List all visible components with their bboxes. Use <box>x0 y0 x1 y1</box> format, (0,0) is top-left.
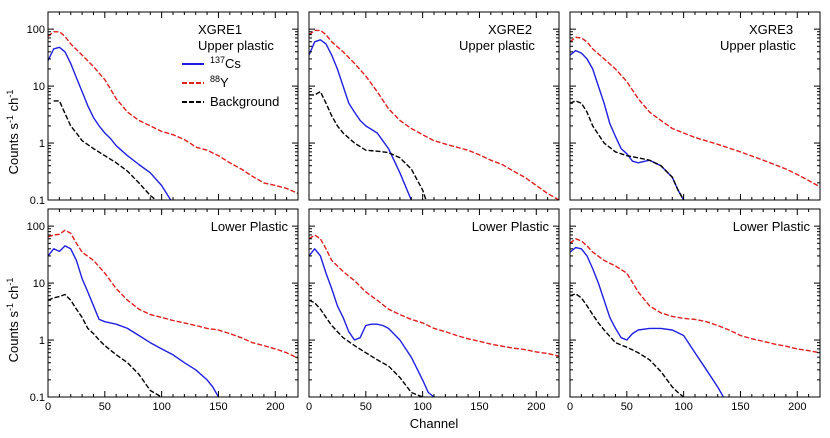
panel-frame <box>308 208 560 398</box>
panel-title: XGRE3 <box>749 22 793 37</box>
y-axis-title-text-2: Counts s <box>6 311 21 363</box>
legend-label: Background <box>210 94 279 109</box>
x-ticks <box>308 12 560 200</box>
y-axis-title-sup1-2: -1 <box>5 303 15 311</box>
x-ticks <box>47 209 299 397</box>
series-group <box>309 29 559 200</box>
legend-item-background: Background <box>182 94 279 109</box>
x-tick-label: 50 <box>99 401 111 413</box>
series-line-cs137 <box>48 245 220 397</box>
y-axis-title-sup2-2: -1 <box>5 278 15 286</box>
panel-title: Lower Plastic <box>211 219 289 234</box>
chart-panel-4: 100 10 1 0.10 50 100 150 200 Lower Plastic <box>27 208 299 413</box>
y-tick-label: 0.1 <box>30 195 45 207</box>
panel-subtitle: Upper plastic <box>459 38 535 53</box>
y-axis-title-mid: ch <box>6 98 21 115</box>
series-line-y88 <box>48 229 298 359</box>
panel-frame <box>47 208 299 398</box>
series-line-y88 <box>309 29 559 200</box>
series-line-background <box>570 293 685 397</box>
y-axis-title-mid-2: ch <box>6 286 21 303</box>
y-tick-label: 10 <box>33 278 45 290</box>
series-line-background <box>309 299 425 397</box>
x-tick-label: 0 <box>306 401 312 413</box>
x-tick-label: 150 <box>209 401 227 413</box>
panel-subtitle: Upper plastic <box>198 38 274 53</box>
series-group <box>48 229 298 397</box>
x-tick-label: 100 <box>674 401 692 413</box>
legend: 137Cs 88Y Background <box>182 55 279 109</box>
legend-item-y88: 88Y <box>182 74 229 90</box>
series-group <box>48 31 298 200</box>
x-ticks <box>569 12 821 200</box>
x-tick-label: 200 <box>788 401 806 413</box>
y-ticks <box>570 11 820 201</box>
x-tick-label: 0 <box>45 401 51 413</box>
legend-label: 137Cs <box>210 55 241 71</box>
x-tick-label: 50 <box>621 401 633 413</box>
x-tick-label: 50 <box>360 401 372 413</box>
y-axis-title-sup2: -1 <box>5 90 15 98</box>
y-axis-title-top: Counts s-1 ch-1 <box>5 90 21 175</box>
y-ticks <box>48 11 298 201</box>
y-tick-label: 10 <box>33 81 45 93</box>
x-ticks <box>308 209 560 397</box>
y-ticks <box>309 208 559 398</box>
y-tick-label: 100 <box>27 221 45 233</box>
series-group <box>570 238 820 397</box>
x-tick-label: 150 <box>470 401 488 413</box>
x-tick-label: 100 <box>413 401 431 413</box>
panel-title: Lower Plastic <box>733 219 811 234</box>
series-line-y88 <box>570 238 820 354</box>
y-tick-label: 1 <box>39 335 45 347</box>
y-axis-title-sup1: -1 <box>5 115 15 123</box>
series-line-background <box>48 293 162 397</box>
y-axis-title-bottom: Counts s-1 ch-1 <box>5 278 21 363</box>
x-ticks <box>569 209 821 397</box>
series-line-background <box>570 100 685 200</box>
series-line-background <box>309 90 427 200</box>
x-axis-title: Channel <box>410 416 459 431</box>
panel-frame <box>569 208 821 398</box>
x-tick-label: 150 <box>731 401 749 413</box>
series-line-cs137 <box>48 46 172 200</box>
chart-panel-5: 0 50 100 150 200 Lower Plastic <box>306 208 560 413</box>
series-group <box>570 36 820 200</box>
series-line-y88 <box>48 31 298 195</box>
panel-subtitle: Upper plastic <box>720 38 796 53</box>
y-axis-title-text: Counts s <box>6 123 21 175</box>
series-line-y88 <box>570 36 820 188</box>
series-line-cs137 <box>309 248 435 397</box>
panel-title: XGRE2 <box>488 22 532 37</box>
series-line-y88 <box>309 234 559 357</box>
series-line-cs137 <box>570 246 725 397</box>
y-ticks <box>570 208 820 398</box>
series-line-cs137 <box>309 39 412 200</box>
y-tick-label: 100 <box>27 24 45 36</box>
y-ticks <box>309 11 559 201</box>
legend-label: 88Y <box>210 74 229 90</box>
x-ticks <box>47 12 299 200</box>
series-group <box>309 234 559 397</box>
x-tick-label: 200 <box>527 401 545 413</box>
y-tick-label: 1 <box>39 138 45 150</box>
x-tick-label: 200 <box>266 401 284 413</box>
chart-panel-6: 0 50 100 150 200 Lower Plastic <box>567 208 821 413</box>
series-line-background <box>53 100 157 200</box>
panel-title: Lower Plastic <box>472 219 550 234</box>
x-tick-label: 0 <box>567 401 573 413</box>
series-line-cs137 <box>570 49 685 200</box>
panel-title: XGRE1 <box>198 22 242 37</box>
legend-item-cs137: 137Cs <box>182 55 241 71</box>
y-ticks <box>48 208 298 398</box>
x-tick-label: 100 <box>152 401 170 413</box>
y-tick-label: 0.1 <box>30 392 45 404</box>
